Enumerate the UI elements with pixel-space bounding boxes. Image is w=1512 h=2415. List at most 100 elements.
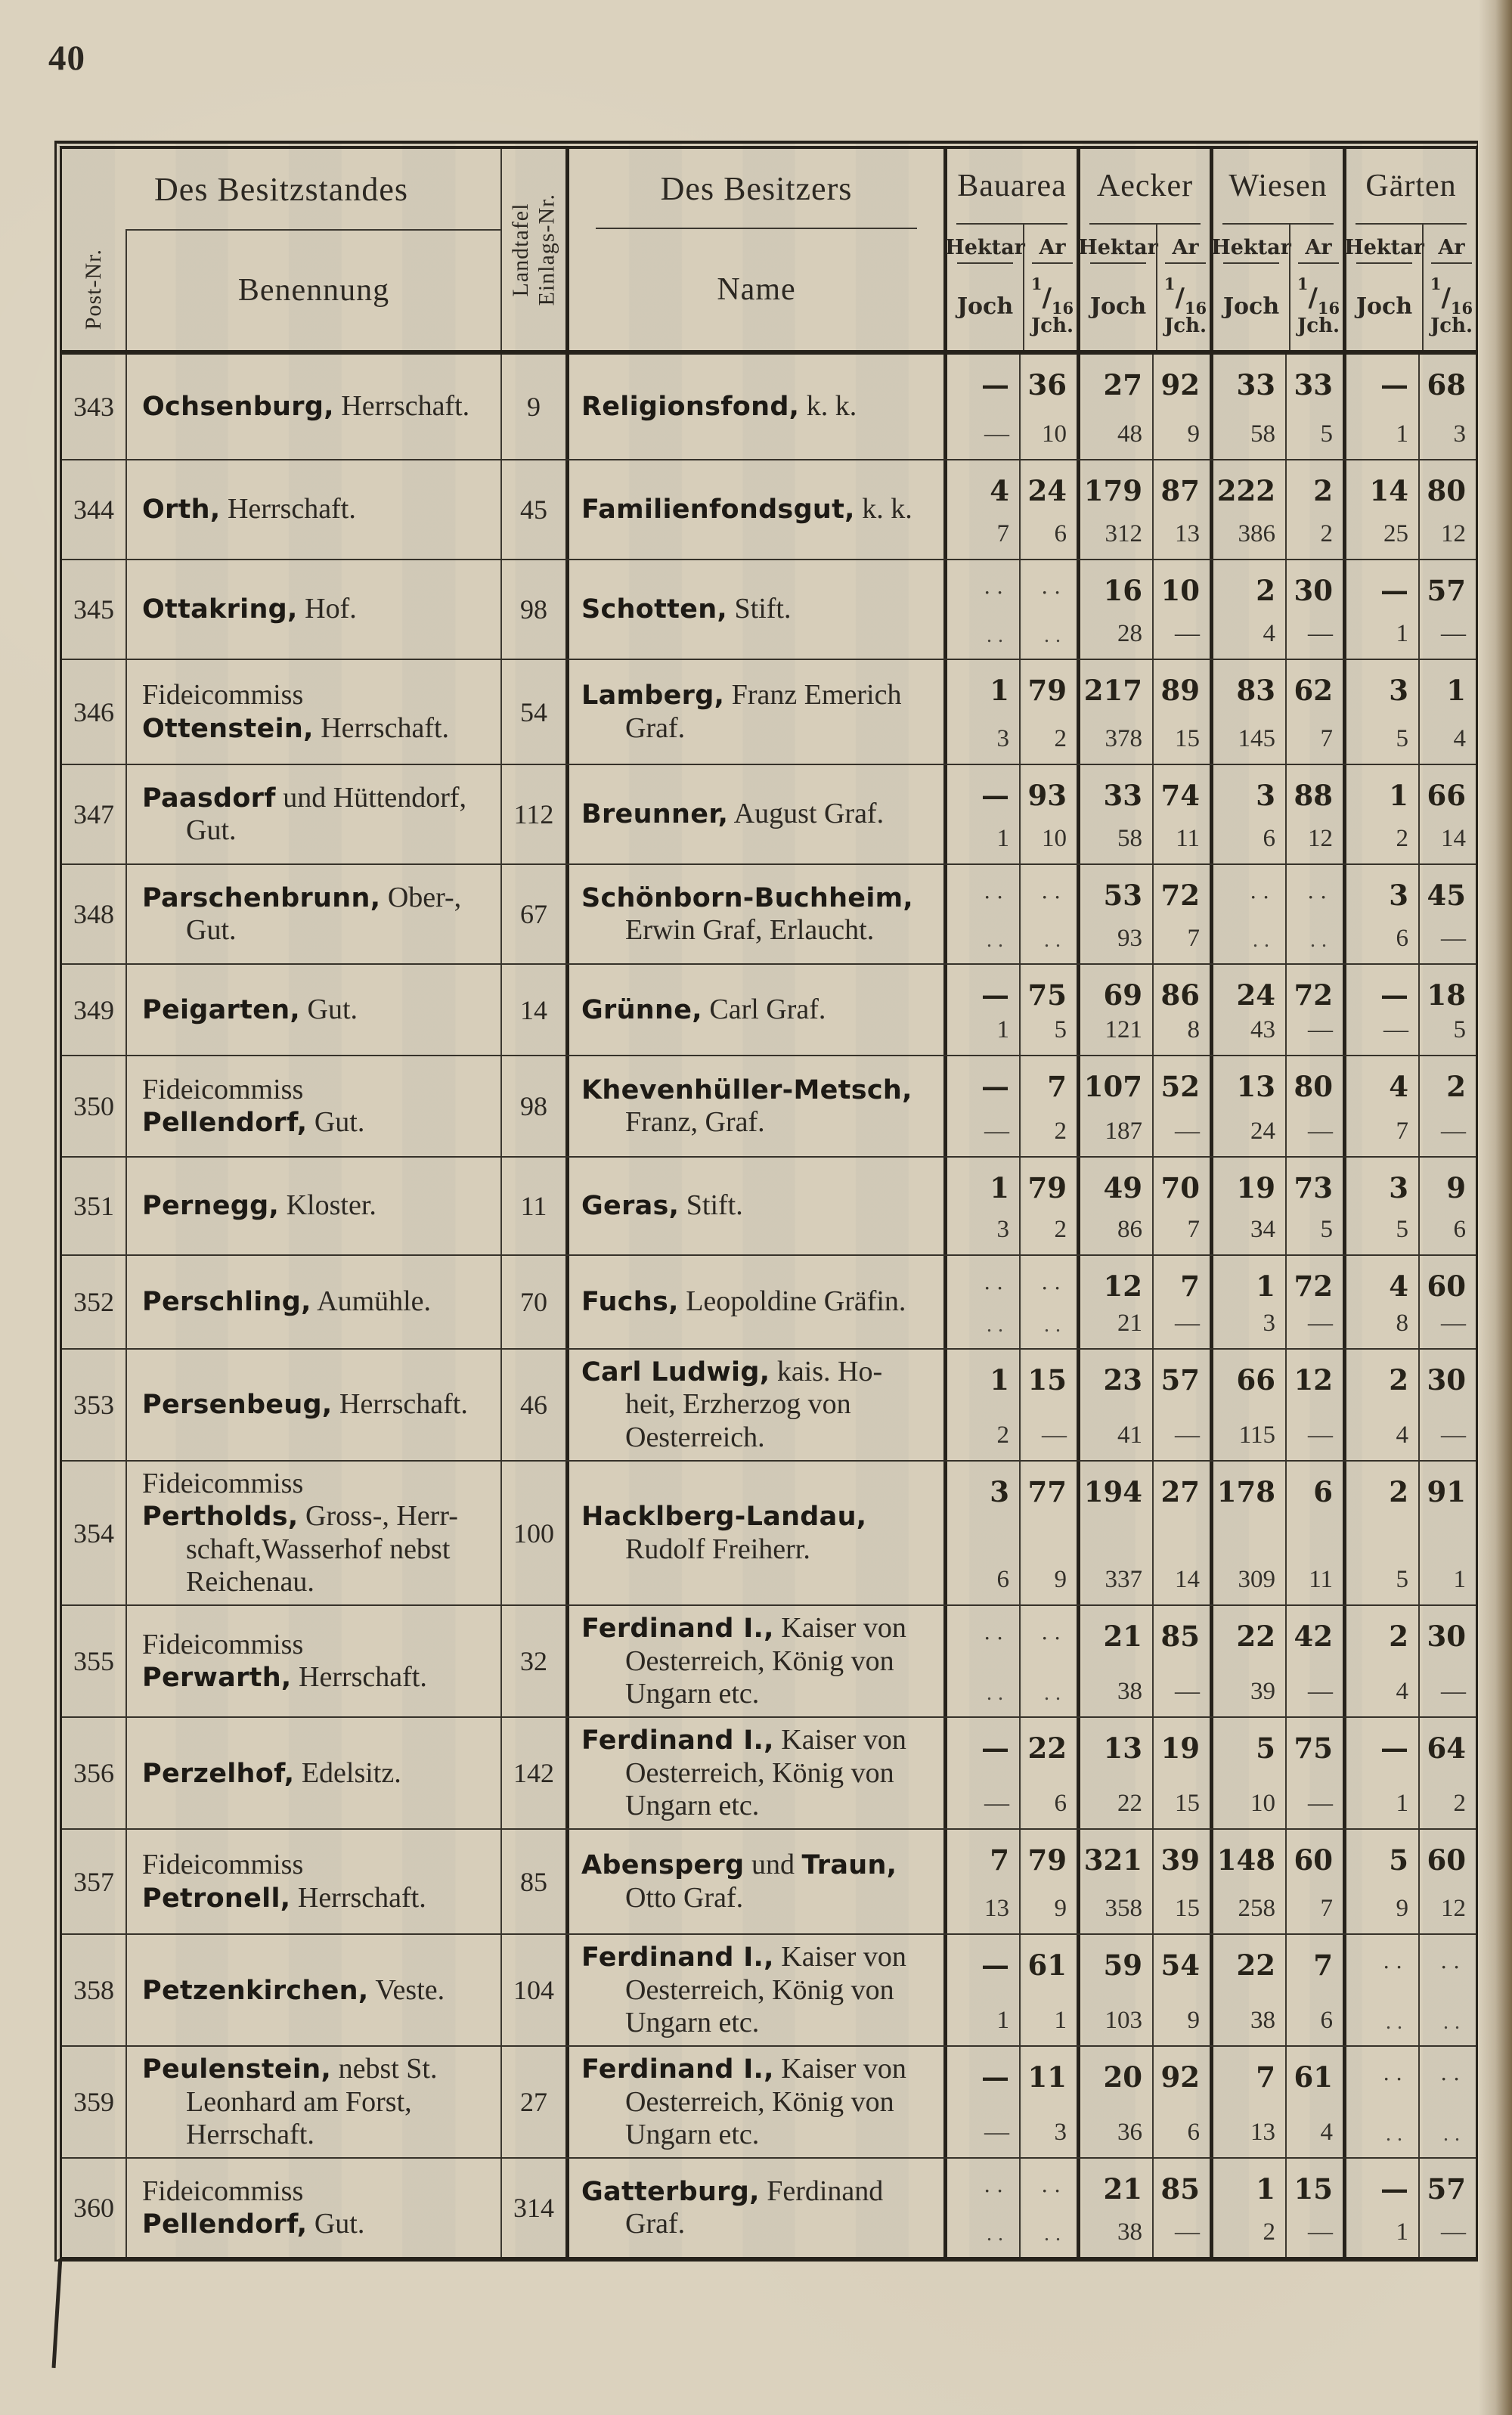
name-regular: schaft,Wasserhof nebst [186,1533,451,1565]
name-bold: Parschenbrunn, [142,882,381,913]
name-regular: Gut. [300,993,358,1025]
text-flow: Geras, Stift. [581,1189,939,1222]
value: — [1175,1118,1200,1145]
value: — [1308,620,1333,647]
value: 25 [1383,520,1408,547]
value: — [981,368,1009,401]
jch-label: Jch. [1163,314,1207,337]
table-header: Des Besitzstandes Post-Nr. Benennung Lan… [62,149,1476,355]
value: 39 [1250,1678,1275,1706]
header-landtafel: Landtafel Einlags-Nr. [500,149,565,350]
text-flow: Familienfondsgut, k. k. [581,493,939,525]
text-flow: Orth, Herrschaft. [142,493,496,525]
name-regular: Leonhard am Forst, [186,2085,412,2118]
name-bold: Traun, [801,1850,897,1881]
name-bold: Ochsenburg, [142,392,334,423]
value: .. [984,1620,1009,1645]
value: .. [1383,2060,1408,2086]
value: 7 [1313,1948,1333,1983]
value: 11 [1027,2060,1067,2094]
value: 68 [1427,368,1467,401]
value: 75 [1027,978,1067,1012]
text-flow: Ferdinand I., Kaiser von Oesterreich, Kön… [581,1941,939,2039]
value: — [984,2119,1009,2147]
value: 12 [1308,825,1333,852]
table-row: 356 Perzelhof, Edelsitz. 142 Ferdinand I., … [62,1716,1476,1829]
value: 6 [1187,2119,1201,2147]
aecker-hektar-cell: 321 358 [1077,1830,1152,1934]
header-rule [1090,262,1146,264]
fraction-1-16: 1/16 [1163,274,1207,318]
table-row: 357 Fideicommiss Petronell, Herrschaft. 85 A… [62,1828,1476,1934]
landtafel-cell: 27 [500,2047,565,2158]
name-regular: k. k. [799,390,857,423]
name-regular: Stift. [679,1189,743,1222]
value: 7 [1320,725,1334,752]
value: 8 [1187,1016,1201,1043]
name-cell: Geras, Stift. [565,1158,943,1254]
bauarea-hektar-cell: —1 [943,765,1019,863]
name-regular: Ungarn etc. [625,2006,760,2038]
name-bold: Peulenstein, [142,2054,332,2085]
name-bold: Petzenkirchen, [142,1975,369,2006]
table-row: 346 Fideicommiss Ottenstein, Herrschaft. 54… [62,659,1476,764]
jch-label: Jch. [1030,314,1074,337]
value: 3 [1054,2119,1067,2147]
value: — [1380,574,1408,607]
header-group-aecker: Aecker Hektar Joch Ar 1/16 Jch. [1077,149,1210,350]
page-edge-shadow [1479,0,1512,2415]
value: 58 [1117,825,1142,852]
value: 2 [1054,1216,1067,1243]
wiesen-ar-cell: 42 — [1285,1606,1343,1717]
value: — [1175,620,1200,647]
value: 1 [996,2007,1010,2035]
value: 60 [1427,1270,1467,1303]
name-regular: Kaiser von [773,1612,906,1645]
landtafel-cell: 98 [500,560,565,659]
value: 1 [1054,2007,1067,2035]
gaerten-title: Gärten [1365,169,1457,203]
value: 6 [1396,925,1409,952]
wiesen-ar-cell: 30 — [1285,560,1343,659]
name-regular: August Graf. [728,798,885,830]
text-flow: Peulenstein, nebst St. Leonhard am Forst,… [142,2053,496,2151]
text-flow: Ottakring, Hof. [142,593,496,625]
bauarea-ar-cell: .... [1019,1256,1077,1348]
header-benennung: Benennung [125,229,500,350]
aecker-hektar-cell: 33 58 [1077,765,1152,863]
unit-hektar-joch: Hektar Joch [1078,225,1158,350]
text-flow: Religionsfond, k. k. [581,390,939,423]
value: 21 [1103,2172,1143,2206]
value: 24 [1236,978,1276,1012]
header-group-besitzer: Des Besitzers Name [565,149,943,350]
value: .. [1386,2122,1408,2147]
benennung-cell: Pernegg, Kloster. [125,1158,500,1254]
landtafel-cell: 314 [500,2159,565,2258]
value: 6 [1313,1475,1333,1508]
benennung-cell: Peulenstein, nebst St. Leonhard am Forst,… [125,2047,500,2158]
name-regular: Gut. [186,814,237,846]
value: 1 [990,1363,1009,1397]
value: 24 [1250,1118,1275,1145]
aecker-ar-cell: 7— [1152,1256,1210,1348]
value: 5 [1396,1566,1409,1594]
text-flow: Lamberg, Franz Emerich Graf. [581,679,939,745]
table-row: 354 Fideicommiss Pertholds, Gross-, Herr-s… [62,1460,1476,1605]
benennung-cell: Ottakring, Hof. [125,560,500,659]
value: 7 [1256,2060,1275,2094]
gaerten-hektar-cell: —1 [1343,2159,1418,2258]
value: 43 [1250,1016,1275,1043]
post-nr-cell: 353 [73,1390,114,1420]
value: 107 [1083,1070,1142,1103]
name-cell: Familienfondsgut, k. k. [565,460,943,559]
value: 64 [1427,1731,1467,1766]
value: 5 [1389,1843,1408,1877]
value: 5 [1396,1216,1409,1243]
value: 69 [1103,978,1143,1012]
value: 39 [1160,1843,1201,1877]
